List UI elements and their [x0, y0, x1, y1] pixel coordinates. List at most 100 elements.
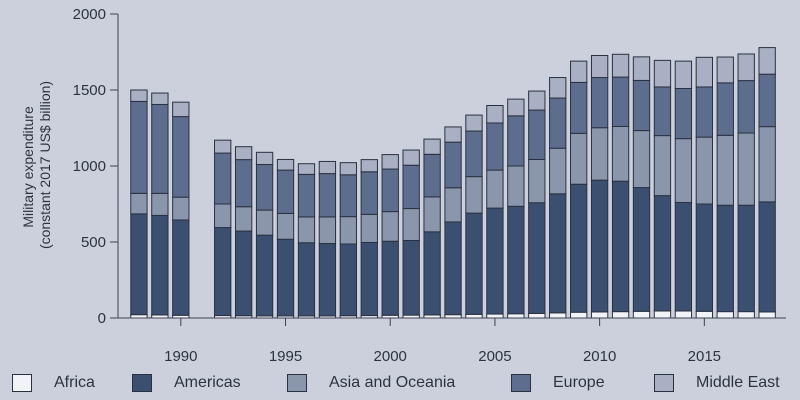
bar-segment-middle-east-2006	[507, 98, 525, 117]
legend-swatch-africa	[12, 374, 32, 392]
x-tick-label-1995: 1995	[269, 348, 302, 365]
legend-label-europe: Europe	[553, 374, 605, 391]
bar-segment-americas-2006	[507, 205, 525, 315]
bar-segment-asia-and-oceania-2013	[653, 135, 672, 197]
y-tick-label-500: 500	[81, 234, 106, 251]
bar-segment-africa-2013	[653, 310, 672, 319]
bar-segment-americas-2008	[549, 193, 567, 314]
bar-segment-africa-2016	[716, 311, 734, 319]
legend-swatch-americas	[132, 374, 152, 392]
bar-segment-europe-1999	[360, 171, 378, 215]
bar-segment-middle-east-1998	[339, 162, 358, 176]
bar-segment-africa-2009	[570, 311, 588, 319]
bar-segment-middle-east-2001	[402, 149, 420, 166]
bar-segment-middle-east-2010	[590, 55, 609, 79]
bar-segment-middle-east-2000	[381, 154, 399, 170]
bar-segment-europe-2000	[381, 168, 399, 213]
bar-segment-middle-east-2011	[611, 53, 630, 78]
bar-segment-africa-2018	[758, 311, 776, 319]
bar-segment-middle-east-2013	[653, 59, 672, 88]
bar-segment-asia-and-oceania-2016	[716, 134, 734, 206]
bar-segment-asia-and-oceania-2004	[465, 176, 483, 214]
legend-swatch-middle-east	[654, 374, 674, 392]
x-tick-label-2015: 2015	[688, 348, 721, 365]
legend-item-africa: Africa	[12, 374, 95, 392]
bar-segment-middle-east-2014	[674, 60, 693, 89]
bar-segment-middle-east-2018	[758, 47, 776, 75]
bar-segment-europe-2018	[758, 73, 776, 128]
bar-segment-middle-east-2016	[716, 56, 734, 84]
bar-segment-europe-2009	[570, 81, 588, 134]
bar-segment-europe-1989	[151, 103, 169, 194]
chart-area: 0 500 1000 1500 2000 1990 1995 2000 2005 2010 2015…	[20, 6, 786, 365]
bar-segment-middle-east-2017	[737, 53, 755, 82]
bar-segment-africa-2005	[486, 313, 504, 319]
bar-segment-europe-2011	[611, 76, 630, 127]
bar-segment-middle-east-1993	[234, 146, 253, 161]
bar-segment-asia-and-oceania-1998	[339, 216, 358, 245]
bar-segment-europe-2017	[737, 80, 755, 134]
bar-segment-americas-1993	[234, 230, 253, 317]
bar-segment-middle-east-1989	[151, 92, 169, 105]
bar-segment-americas-2004	[465, 212, 483, 315]
bar-segment-americas-2014	[674, 201, 693, 312]
bar-segment-asia-and-oceania-2005	[486, 169, 504, 209]
bar-segment-middle-east-1992	[214, 139, 232, 154]
bar-segment-middle-east-1996	[297, 163, 316, 175]
bar-segment-europe-1997	[318, 173, 337, 218]
bar-segment-americas-1996	[297, 242, 316, 317]
bar-segment-americas-1989	[151, 214, 169, 316]
bar-segment-africa-2014	[674, 310, 693, 319]
x-tick-label-2010: 2010	[583, 348, 616, 365]
bar-segment-americas-2007	[528, 202, 546, 314]
bar-segment-middle-east-1990	[172, 101, 190, 118]
bar-segment-africa-2010	[590, 311, 609, 319]
legend-item-asia-and-oceania: Asia and Oceania	[287, 374, 455, 392]
bar-segment-americas-1988	[130, 213, 148, 316]
bar-segment-europe-1995	[276, 169, 295, 214]
x-tick-label-1990: 1990	[164, 348, 197, 365]
bar-segment-middle-east-2003	[444, 126, 462, 143]
bar-segment-americas-2018	[758, 201, 776, 313]
bar-segment-europe-2002	[423, 153, 441, 198]
bar-segment-middle-east-1988	[130, 89, 148, 102]
bar-segment-africa-2011	[611, 311, 630, 319]
bar-segment-africa-2008	[549, 312, 567, 319]
bar-segment-europe-1988	[130, 100, 148, 194]
bar-segment-americas-2002	[423, 231, 441, 316]
y-axis-label-line-2: (constant 2017 US$ billion)	[37, 81, 53, 249]
bar-segment-americas-2000	[381, 240, 399, 316]
bar-segment-americas-2012	[632, 187, 651, 312]
bar-segment-africa-2004	[465, 313, 483, 319]
bar-segment-asia-and-oceania-2009	[570, 132, 588, 185]
bar-segment-americas-1994	[255, 234, 274, 317]
legend-label-asia-and-oceania: Asia and Oceania	[329, 374, 456, 391]
legend-item-americas: Americas	[132, 374, 241, 392]
legend-label-africa: Africa	[54, 374, 95, 391]
bar-segment-europe-2001	[402, 164, 420, 210]
bar-segment-europe-2016	[716, 82, 734, 136]
bar-segment-asia-and-oceania-2014	[674, 138, 693, 203]
bar-segment-europe-2015	[695, 86, 713, 138]
bar-segment-europe-1992	[214, 152, 232, 205]
bar-segment-europe-1994	[255, 163, 274, 211]
bar-segment-americas-2001	[402, 239, 420, 316]
bar-segment-middle-east-2009	[570, 60, 588, 83]
bar-segment-americas-2005	[486, 207, 504, 315]
y-tick-label-1000: 1000	[73, 158, 106, 175]
bar-segment-americas-1998	[339, 243, 358, 317]
bar-segment-europe-2003	[444, 141, 462, 189]
bar-segment-africa-2003	[444, 314, 462, 319]
bar-segment-asia-and-oceania-1992	[214, 203, 232, 229]
bar-segment-asia-and-oceania-1994	[255, 209, 274, 236]
bar-segment-africa-2007	[528, 312, 546, 319]
bar-segment-europe-2005	[486, 122, 504, 171]
legend: Africa Americas Asia and Oceania Europe …	[0, 372, 800, 400]
bar-segment-middle-east-1994	[255, 151, 274, 165]
bar-segment-americas-2017	[737, 204, 755, 313]
bar-segment-asia-and-oceania-1993	[234, 206, 253, 232]
bar-segment-americas-2011	[611, 180, 630, 313]
bar-segment-middle-east-2007	[528, 90, 546, 111]
bar-segment-asia-and-oceania-1995	[276, 212, 295, 240]
bar-segment-europe-2008	[549, 97, 567, 149]
